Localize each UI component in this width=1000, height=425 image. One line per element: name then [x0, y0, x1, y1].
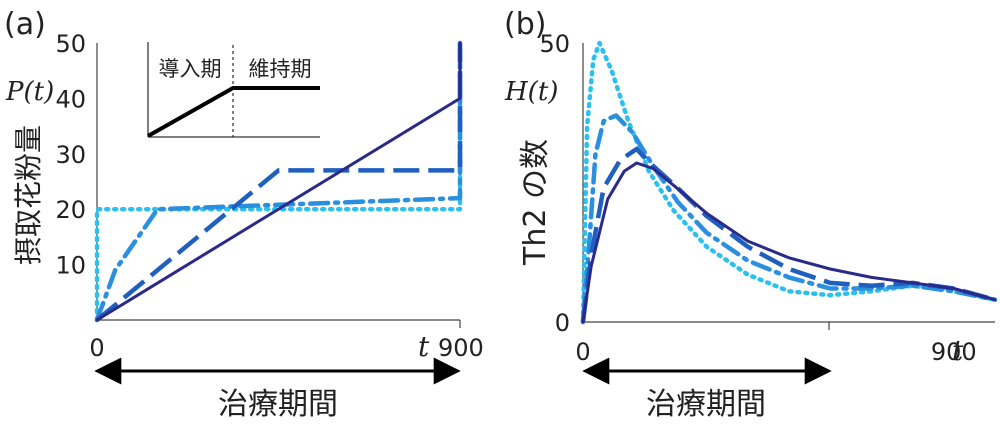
panel-b-ylabel: Th2 の数 — [518, 139, 553, 266]
panel-a-y-tick-label: 20 — [55, 196, 86, 224]
inset-dose-line — [147, 86, 320, 138]
panel-a-x-tick-label: 900 — [438, 334, 484, 362]
panel-b-series-dashed-line — [580, 146, 996, 323]
panel-a-y-tick-label: 10 — [55, 252, 86, 280]
panel-b-y-tick-label: 0 — [555, 309, 570, 337]
panel-b-series-dotted-line — [580, 40, 998, 325]
panel-a-y-tick-label: 50 — [55, 30, 86, 58]
panel-b-y-tick-label: 50 — [539, 30, 570, 58]
panel-a-label: (a) — [4, 7, 46, 42]
panel-b-therapy-label: 治療期間 — [646, 387, 766, 422]
panel-a-y-tick-label: 40 — [55, 85, 86, 113]
panel-a-series-dash-dot-line — [94, 40, 463, 323]
panel-b-series-solid-line — [581, 161, 997, 324]
panel-a-x-tick-label: 0 — [89, 334, 104, 362]
inset-diagram: 導入期 維持期 — [147, 42, 320, 138]
panel-a-series-dotted-line — [94, 40, 463, 323]
panel-b-t-symbol: t — [952, 334, 964, 367]
panel-a-ylabel: 摂取花粉量 — [12, 125, 45, 265]
panel-a-series — [94, 40, 463, 323]
panel-b-series — [580, 40, 998, 325]
panel-b: (b) H(t) Th2 の数 0 50 0 900 t 治療期間 — [504, 7, 998, 422]
panel-b-x-ticks: 0 900 — [575, 338, 976, 366]
panel-a-y-ticks: 10 20 30 40 50 — [55, 30, 86, 280]
panel-a: (a) P(t) 摂取花粉量 10 20 30 40 50 0 900 t 導入期 維持期… — [4, 7, 484, 422]
inset-right-label: 維持期 — [249, 57, 312, 81]
panel-b-x-tick-label: 0 — [575, 338, 590, 366]
panel-a-therapy-label: 治療期間 — [218, 387, 338, 422]
panel-a-series-solid-line — [95, 41, 462, 322]
panel-a-x-ticks: 0 900 — [89, 334, 483, 362]
panel-b-ylabel-symbol: H(t) — [504, 77, 558, 107]
panel-b-x-tick-label: 900 — [931, 338, 977, 366]
panel-b-label: (b) — [504, 7, 546, 42]
panel-a-y-tick-label: 30 — [55, 141, 86, 169]
panel-a-series-dashed-line — [95, 43, 463, 322]
panel-b-series-dash-dot-line — [580, 113, 998, 325]
panel-b-y-ticks: 0 50 — [539, 30, 570, 337]
panel-a-ylabel-symbol: P(t) — [5, 77, 54, 107]
panel-a-t-symbol: t — [418, 330, 430, 363]
inset-left-label: 導入期 — [159, 57, 222, 81]
